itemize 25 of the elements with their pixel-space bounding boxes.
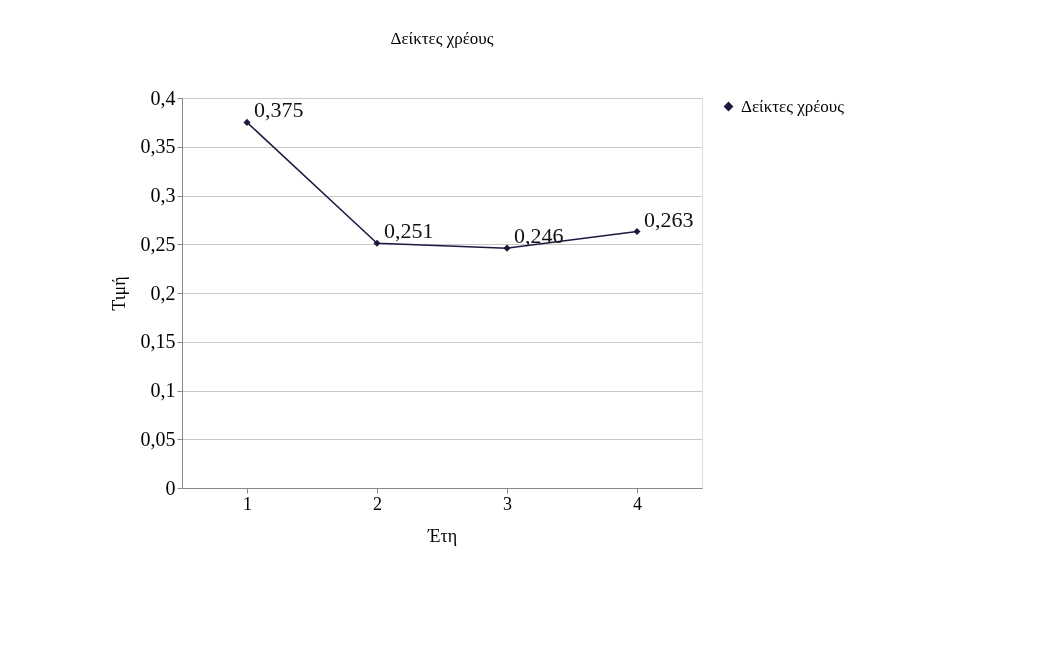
data-label: 0,263 <box>644 206 694 232</box>
x-axis-title: Έτη <box>426 525 458 546</box>
y-tick-label: 0,1 <box>150 379 176 401</box>
x-tick-label: 3 <box>503 493 512 514</box>
y-tick-label: 0 <box>165 476 176 499</box>
chart-title: Δείκτες χρέους <box>390 29 494 48</box>
x-tick-label: 4 <box>633 493 642 514</box>
data-label: 0,246 <box>514 223 564 249</box>
point <box>243 118 251 126</box>
point <box>373 239 381 247</box>
y-tick-label: 0,15 <box>140 330 176 353</box>
data-label: 0,251 <box>384 218 434 244</box>
legend-label: Δείκτες χρέους <box>741 96 845 116</box>
data-label: 0,375 <box>254 97 304 123</box>
x-tick-label: 1 <box>243 493 252 514</box>
y-tick-label: 0,35 <box>140 135 176 158</box>
x-tick-label: 2 <box>373 493 382 514</box>
point <box>633 228 641 236</box>
point <box>503 244 511 252</box>
y-tick-label: 0,05 <box>140 427 176 450</box>
y-tick-label: 0,25 <box>140 232 176 255</box>
y-tick-label: 0,2 <box>150 281 176 304</box>
y-tick-label: 0,3 <box>150 184 176 206</box>
y-tick-label: 0,4 <box>150 86 176 109</box>
y-axis-title: Τιμή <box>108 276 129 311</box>
